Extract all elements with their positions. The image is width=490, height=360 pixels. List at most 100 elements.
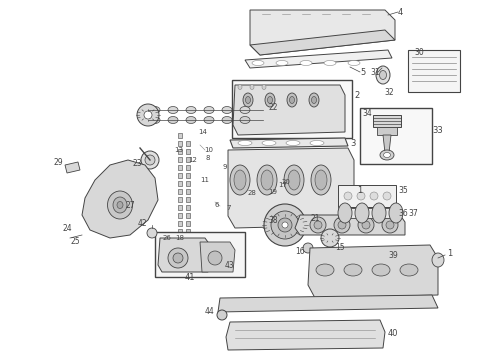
Ellipse shape xyxy=(265,93,275,107)
Polygon shape xyxy=(377,127,397,135)
Bar xyxy=(178,221,182,226)
Polygon shape xyxy=(226,320,385,350)
Bar xyxy=(186,181,190,186)
Ellipse shape xyxy=(243,93,253,107)
Polygon shape xyxy=(295,215,405,235)
Ellipse shape xyxy=(357,192,365,200)
Ellipse shape xyxy=(276,60,288,66)
Ellipse shape xyxy=(376,66,390,84)
Ellipse shape xyxy=(245,96,250,104)
Text: 23: 23 xyxy=(132,158,142,167)
Ellipse shape xyxy=(240,117,250,123)
Ellipse shape xyxy=(150,117,160,123)
Bar xyxy=(178,205,182,210)
Ellipse shape xyxy=(372,264,390,276)
Bar xyxy=(186,229,190,234)
Ellipse shape xyxy=(311,165,331,195)
Text: 12: 12 xyxy=(188,157,197,163)
Bar xyxy=(178,141,182,146)
Ellipse shape xyxy=(358,217,374,233)
Polygon shape xyxy=(82,160,158,238)
Bar xyxy=(232,80,352,138)
Bar xyxy=(178,181,182,186)
Ellipse shape xyxy=(262,140,276,145)
Bar xyxy=(178,133,182,138)
Text: 9: 9 xyxy=(222,164,226,170)
Bar xyxy=(178,213,182,218)
Text: 19: 19 xyxy=(268,189,277,195)
Ellipse shape xyxy=(278,218,292,232)
Ellipse shape xyxy=(145,155,155,165)
Bar xyxy=(186,205,190,210)
Text: 15: 15 xyxy=(335,243,344,252)
Polygon shape xyxy=(65,162,80,173)
Text: 34: 34 xyxy=(362,108,372,117)
Text: 27: 27 xyxy=(125,201,135,210)
Text: 44: 44 xyxy=(205,307,215,316)
Polygon shape xyxy=(245,50,392,68)
Ellipse shape xyxy=(324,60,336,66)
Text: 26: 26 xyxy=(163,235,172,241)
Polygon shape xyxy=(200,242,235,272)
Ellipse shape xyxy=(380,150,394,160)
Bar xyxy=(178,269,182,274)
Bar xyxy=(338,208,396,218)
Bar xyxy=(178,245,182,250)
Ellipse shape xyxy=(282,222,288,228)
Ellipse shape xyxy=(238,85,242,90)
Ellipse shape xyxy=(238,140,252,145)
Bar xyxy=(338,185,396,207)
Bar xyxy=(186,237,190,242)
Bar xyxy=(178,157,182,162)
Ellipse shape xyxy=(389,203,403,223)
Text: 5: 5 xyxy=(360,68,365,77)
Bar xyxy=(155,232,245,277)
Ellipse shape xyxy=(309,93,319,107)
Ellipse shape xyxy=(344,264,362,276)
Polygon shape xyxy=(230,138,348,148)
Ellipse shape xyxy=(250,85,254,90)
Text: 24: 24 xyxy=(62,224,72,233)
Bar xyxy=(186,253,190,258)
Ellipse shape xyxy=(383,192,391,200)
Text: 43: 43 xyxy=(225,261,235,270)
Ellipse shape xyxy=(432,253,444,267)
Ellipse shape xyxy=(271,211,299,239)
Text: 25: 25 xyxy=(70,238,79,247)
Text: 29: 29 xyxy=(53,158,63,166)
Ellipse shape xyxy=(261,170,273,190)
Bar xyxy=(186,173,190,178)
Ellipse shape xyxy=(286,140,300,145)
Text: 1: 1 xyxy=(357,185,362,194)
Text: 16: 16 xyxy=(295,248,305,256)
Polygon shape xyxy=(218,295,438,312)
Ellipse shape xyxy=(252,60,264,66)
Ellipse shape xyxy=(240,107,250,113)
Ellipse shape xyxy=(382,217,398,233)
Ellipse shape xyxy=(300,60,312,66)
Bar xyxy=(178,165,182,170)
Text: 39: 39 xyxy=(388,251,398,260)
Bar xyxy=(186,157,190,162)
Text: 14: 14 xyxy=(198,129,207,135)
Text: 7: 7 xyxy=(226,205,230,211)
Text: 10: 10 xyxy=(204,147,213,153)
Ellipse shape xyxy=(230,165,250,195)
Bar xyxy=(178,261,182,266)
Text: 8: 8 xyxy=(205,155,210,161)
Ellipse shape xyxy=(338,203,352,223)
Ellipse shape xyxy=(186,107,196,113)
Text: 2: 2 xyxy=(354,90,359,99)
Text: 30: 30 xyxy=(414,48,424,57)
Bar xyxy=(186,261,190,266)
Text: 20: 20 xyxy=(282,179,291,185)
Polygon shape xyxy=(228,148,354,228)
Ellipse shape xyxy=(344,192,352,200)
Ellipse shape xyxy=(334,217,350,233)
Text: 33: 33 xyxy=(432,126,443,135)
Ellipse shape xyxy=(168,107,178,113)
Ellipse shape xyxy=(150,107,160,113)
Ellipse shape xyxy=(314,221,322,229)
Ellipse shape xyxy=(257,165,277,195)
Ellipse shape xyxy=(204,107,214,113)
